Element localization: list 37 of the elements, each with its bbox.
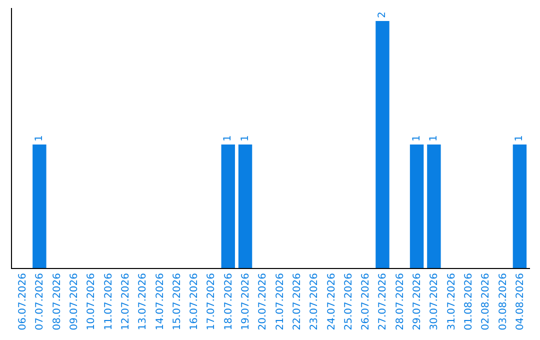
x-tick-label: 15.07.2026 — [172, 273, 183, 330]
x-tick-label: 04.08.2026 — [514, 273, 526, 330]
x-tick-label: 26.07.2026 — [360, 273, 372, 330]
x-tick-label: 27.07.2026 — [378, 273, 389, 330]
data-label: 1 — [34, 135, 45, 142]
x-tick-label: 19.07.2026 — [240, 273, 252, 330]
data-label: 1 — [411, 135, 422, 142]
x-tick-label: 12.07.2026 — [120, 273, 132, 330]
x-tick-label: 28.07.2026 — [394, 273, 406, 330]
x-tick-label: 08.07.2026 — [52, 273, 63, 330]
x-tick-label: 17.07.2026 — [206, 273, 218, 330]
data-label: 1 — [222, 135, 234, 142]
x-tick-label: 16.07.2026 — [189, 273, 200, 330]
data-label: 1 — [240, 135, 251, 142]
data-label: 1 — [428, 135, 440, 142]
x-tick-label: 18.07.2026 — [223, 273, 234, 330]
x-tick-label: 24.07.2026 — [326, 273, 338, 330]
data-label: 2 — [376, 12, 388, 18]
x-tick-label: 20.07.2026 — [258, 273, 269, 330]
x-tick-label: 03.08.2026 — [498, 273, 509, 330]
x-tick-label: 07.07.2026 — [34, 273, 46, 330]
x-tick-label: 23.07.2026 — [309, 273, 320, 330]
x-tick-label: 30.07.2026 — [429, 273, 440, 330]
x-tick-label: 25.07.2026 — [343, 273, 354, 330]
x-tick-label: 10.07.2026 — [86, 273, 98, 330]
x-tick-label: 06.07.2026 — [18, 273, 29, 330]
x-tick-label: 13.07.2026 — [138, 273, 149, 330]
x-tick-label: 31.07.2026 — [446, 273, 458, 330]
x-tick-label: 02.08.2026 — [480, 273, 492, 330]
x-tick-label: 29.07.2026 — [412, 273, 424, 330]
x-tick-label: 21.07.2026 — [274, 273, 286, 330]
x-tick-label: 22.07.2026 — [292, 273, 303, 330]
x-tick-label: 01.08.2026 — [464, 273, 474, 330]
x-tick-label: 09.07.2026 — [69, 273, 80, 330]
x-tick-label: 11.07.2026 — [103, 273, 114, 330]
data-label: 1 — [514, 135, 526, 142]
x-tick-label: 14.07.2026 — [154, 273, 166, 330]
